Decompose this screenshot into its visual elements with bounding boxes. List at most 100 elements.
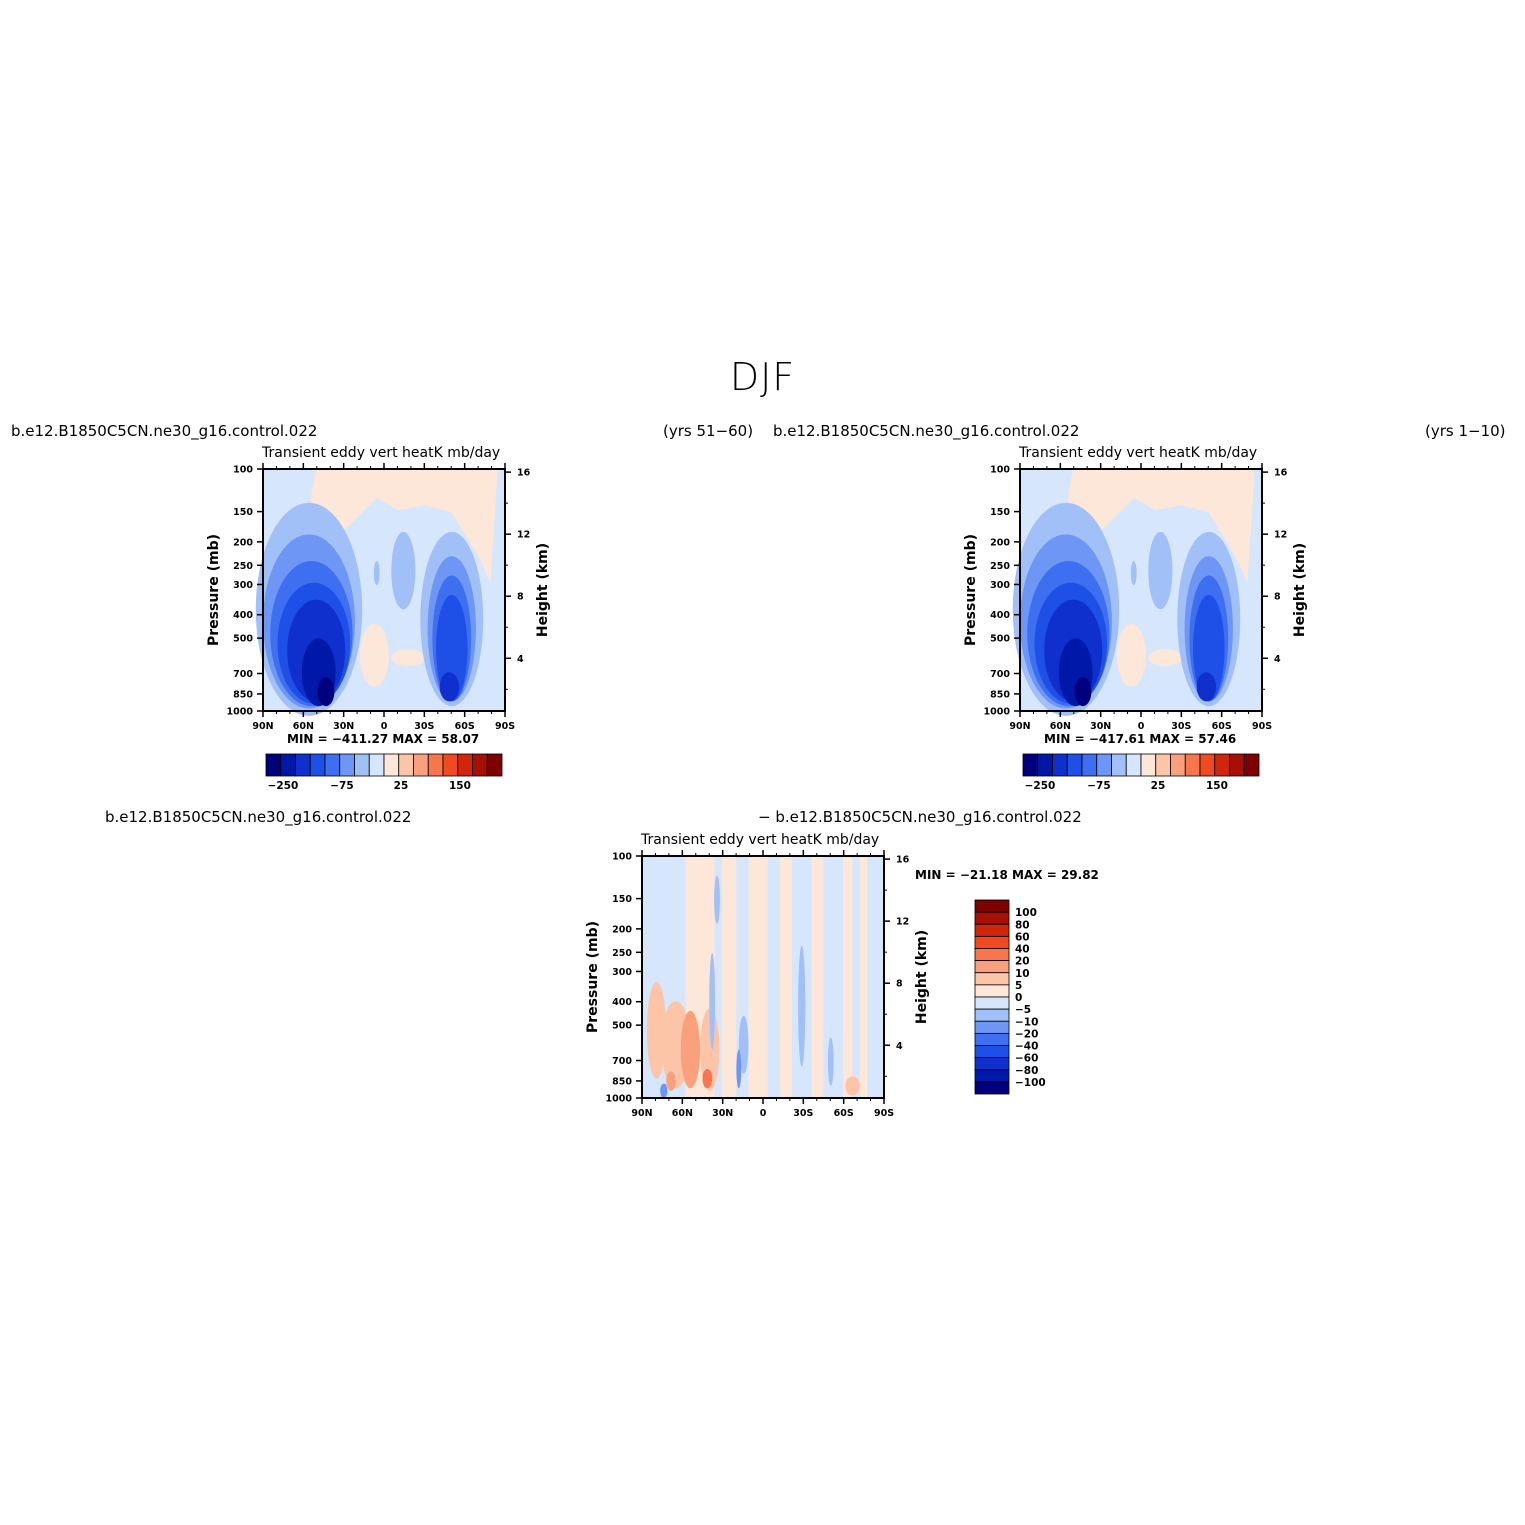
colorbar-box bbox=[1229, 753, 1245, 777]
panel1-field bbox=[255, 469, 505, 716]
colorbar-label: −75 bbox=[330, 780, 353, 792]
colorbar-box bbox=[1184, 753, 1201, 777]
colorbar-box bbox=[1170, 753, 1186, 777]
y-tick-label: 150 bbox=[233, 507, 253, 518]
positive-blob-5 bbox=[702, 1068, 713, 1089]
colorbar-box bbox=[974, 984, 1010, 998]
x-tick-label: 90S bbox=[1252, 721, 1272, 732]
panel2-axes: 90N 60N 30N 0 30S 60S 90S 100 150 200 250 300 400 500… bbox=[963, 463, 1308, 732]
colorbar-box bbox=[265, 753, 282, 777]
colorbar-box bbox=[1140, 753, 1157, 777]
y-tick-label: 1000 bbox=[984, 707, 1011, 718]
x-tick-label: 0 bbox=[381, 721, 388, 732]
colorbar-box bbox=[1199, 753, 1216, 777]
y-tick-label: 250 bbox=[990, 561, 1010, 572]
x-tick-label: 30N bbox=[333, 721, 354, 732]
colorbar-label: −5 bbox=[1015, 1004, 1031, 1016]
colorbar-box bbox=[974, 948, 1010, 962]
colorbar-label: −75 bbox=[1087, 780, 1110, 792]
colorbar-label: −60 bbox=[1015, 1053, 1038, 1065]
y-axis-label-right: Height (km) bbox=[914, 930, 930, 1024]
y-right-tick-label: 4 bbox=[896, 1041, 903, 1052]
panel2-colorbar: −250 −75 25 150 bbox=[1022, 753, 1260, 792]
positive-blob-6 bbox=[845, 1076, 860, 1096]
colorbar-label: 40 bbox=[1015, 944, 1030, 956]
negative-streak-6 bbox=[660, 1083, 668, 1098]
colorbar-box bbox=[472, 753, 488, 777]
x-tick-label: 60S bbox=[834, 1108, 854, 1119]
tropical-negative-streak bbox=[1130, 560, 1137, 586]
y-right-tick-label: 12 bbox=[1274, 530, 1287, 541]
colorbar-label: 150 bbox=[449, 780, 471, 792]
y-right-tick-label: 8 bbox=[517, 592, 524, 603]
positive-band-1 bbox=[721, 856, 737, 1098]
mid-negative-band bbox=[1148, 531, 1173, 610]
panel1-plot: 90N 60N 30N 0 30S 60S 90S 100 150 200 250 300 400 500… bbox=[206, 463, 551, 792]
y-tick-label: 100 bbox=[990, 465, 1010, 476]
x-tick-label: 60N bbox=[1050, 721, 1071, 732]
mid-negative-band bbox=[391, 531, 416, 610]
colorbar-box bbox=[413, 753, 429, 777]
colorbar-label: 25 bbox=[1151, 780, 1166, 792]
positive-band-2 bbox=[748, 856, 768, 1098]
panel1-period: (yrs 51−60) bbox=[663, 422, 754, 440]
negative-streak-0 bbox=[709, 952, 716, 1050]
panel1-minmax: MIN = −411.27 MAX = 58.07 bbox=[287, 732, 480, 746]
colorbar-box bbox=[1155, 753, 1171, 777]
colorbar-box bbox=[368, 753, 385, 777]
colorbar-box bbox=[974, 935, 1010, 949]
y-tick-label: 500 bbox=[612, 1021, 632, 1032]
y-tick-label: 400 bbox=[233, 610, 253, 621]
y-tick-label: 200 bbox=[612, 924, 632, 935]
nh-negative-contour-6 bbox=[317, 677, 335, 707]
x-tick-label: 60N bbox=[293, 721, 314, 732]
y-tick-label: 1000 bbox=[606, 1094, 633, 1105]
y-tick-label: 850 bbox=[612, 1076, 632, 1087]
y-tick-label: 700 bbox=[233, 669, 253, 680]
panel2-period: (yrs 1−10) bbox=[1425, 422, 1506, 440]
y-axis-label: Pressure (mb) bbox=[206, 534, 222, 646]
positive-band-3 bbox=[779, 856, 793, 1098]
y-tick-label: 300 bbox=[612, 967, 632, 978]
y-tick-label: 300 bbox=[233, 580, 253, 591]
y-right-tick-label: 16 bbox=[896, 855, 910, 866]
y-right-tick-label: 8 bbox=[1274, 592, 1281, 603]
colorbar-box bbox=[974, 1081, 1010, 1095]
panel3-field bbox=[642, 856, 884, 1098]
negative-streak-3 bbox=[798, 945, 806, 1067]
panel3-minmax: MIN = −21.18 MAX = 29.82 bbox=[915, 868, 1099, 882]
colorbar-box bbox=[486, 753, 503, 777]
negative-streak-4 bbox=[827, 1037, 834, 1086]
negative-streak-1 bbox=[738, 1015, 749, 1074]
colorbar-box bbox=[457, 753, 473, 777]
y-right-tick-label: 4 bbox=[517, 654, 524, 665]
colorbar-box bbox=[974, 923, 1010, 937]
positive-blob-4 bbox=[666, 1071, 676, 1091]
colorbar-box bbox=[974, 1008, 1010, 1022]
colorbar-label: −250 bbox=[1025, 780, 1056, 792]
colorbar-box bbox=[974, 972, 1010, 986]
positive-blob-3 bbox=[700, 1008, 720, 1091]
panel1-plot-title: Transient eddy vert heatK mb/day bbox=[262, 445, 501, 461]
y-tick-label: 400 bbox=[990, 610, 1010, 621]
colorbar-label: 0 bbox=[1015, 992, 1022, 1004]
colorbar-box bbox=[974, 1020, 1010, 1034]
colorbar-box bbox=[974, 1057, 1010, 1071]
colorbar-label: 10 bbox=[1015, 968, 1030, 980]
x-tick-label: 60N bbox=[672, 1108, 693, 1119]
y-tick-label: 150 bbox=[990, 507, 1010, 518]
y-right-tick-label: 12 bbox=[517, 530, 530, 541]
y-tick-label: 850 bbox=[233, 689, 253, 700]
colorbar-box bbox=[974, 911, 1010, 925]
positive-band-4 bbox=[811, 856, 824, 1098]
colorbar-label: −250 bbox=[268, 780, 299, 792]
colorbar-box bbox=[1066, 753, 1083, 777]
nh-negative-contour-6 bbox=[1074, 677, 1092, 707]
x-tick-label: 0 bbox=[1138, 721, 1145, 732]
colorbar-label: 60 bbox=[1015, 931, 1030, 943]
colorbar-box bbox=[354, 753, 370, 777]
colorbar-label: 100 bbox=[1015, 907, 1037, 919]
colorbar-box bbox=[1243, 753, 1260, 777]
y-tick-label: 500 bbox=[233, 634, 253, 645]
y-tick-label: 300 bbox=[990, 580, 1010, 591]
